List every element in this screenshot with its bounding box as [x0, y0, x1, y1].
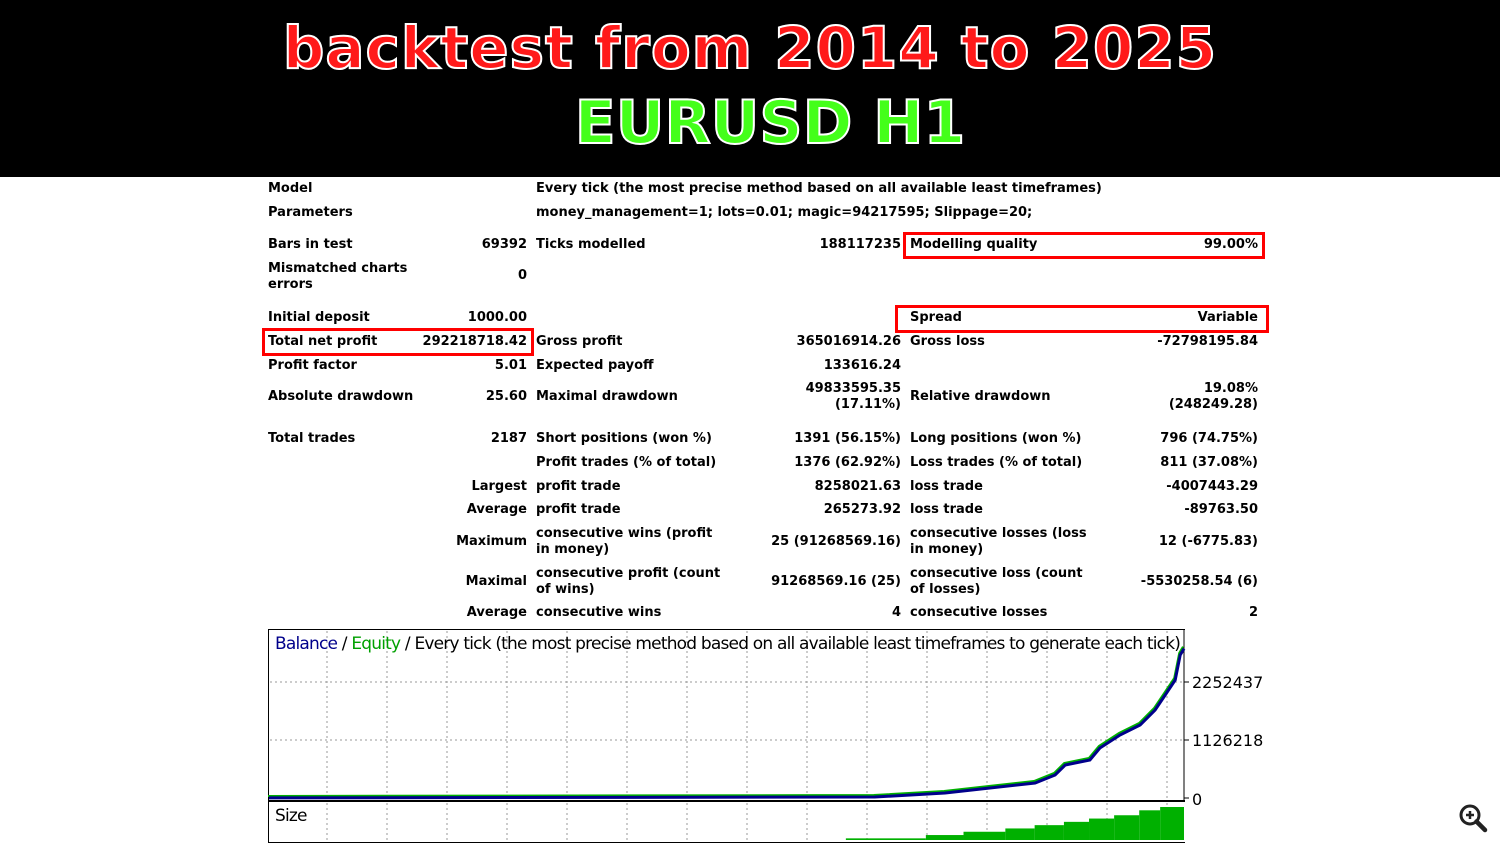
bars-value: 69392	[481, 237, 527, 252]
max-dd-value: 49833595.35	[805, 381, 901, 396]
max-dd-percent: (17.11%)	[834, 397, 901, 412]
loss-trades-value: 811 (37.08%)	[1160, 455, 1258, 470]
total-trades-value: 2187	[490, 431, 527, 446]
legend-balance: Balance	[275, 634, 338, 654]
abs-dd-label: Absolute drawdown	[268, 389, 414, 404]
mismatched-value: 0	[517, 268, 527, 283]
net-profit-label: Total net profit	[268, 334, 378, 349]
largest-label: Largest	[471, 479, 527, 494]
abs-dd-value: 25.60	[485, 389, 527, 404]
profit-trades-label: Profit trades (% of total)	[536, 455, 717, 470]
maximal-loss-value: -5530258.54 (6)	[1140, 574, 1258, 589]
avg-losses-value: 2	[1248, 605, 1258, 620]
profit-factor-label: Profit factor	[268, 358, 357, 373]
largest-loss-label: loss trade	[910, 479, 983, 494]
chart-legend: Balance / Equity / Every tick (the most …	[275, 634, 1185, 654]
expected-payoff-value: 133616.24	[823, 358, 901, 373]
parameters-label: Parameters	[268, 205, 353, 220]
max-dd-label: Maximal drawdown	[536, 389, 678, 404]
profit-factor-value: 5.01	[494, 358, 527, 373]
short-label: Short positions (won %)	[536, 431, 712, 446]
avg-loss-label: loss trade	[910, 502, 983, 517]
long-value: 796 (74.75%)	[1160, 431, 1258, 446]
y-tick-label: 1126218	[1192, 731, 1264, 750]
average2-label: Average	[466, 605, 527, 620]
long-label: Long positions (won %)	[910, 431, 1082, 446]
avg-wins-value: 4	[891, 605, 901, 620]
banner-subtitle: EURUSD H1	[574, 87, 967, 159]
quality-value: 99.00%	[1203, 237, 1258, 252]
maximal-loss-label: consecutive loss (count of losses)	[910, 566, 1083, 597]
profit-trades-value: 1376 (62.92%)	[794, 455, 901, 470]
max-wins-value: 25 (91268569.16)	[771, 534, 901, 549]
gross-profit-value: 365016914.26	[796, 334, 901, 349]
model-value: Every tick (the most precise method base…	[536, 181, 1102, 196]
net-profit-highlight	[262, 328, 534, 356]
rel-dd-label: Relative drawdown	[910, 389, 1051, 404]
avg-profit-value: 265273.92	[823, 502, 901, 517]
avg-profit-label: profit trade	[536, 502, 621, 517]
parameters-value: money_management=1; lots=0.01; magic=942…	[536, 205, 1033, 220]
largest-profit-label: profit trade	[536, 479, 621, 494]
avg-loss-value: -89763.50	[1184, 502, 1258, 517]
legend-sep: /	[337, 634, 352, 654]
gross-loss-label: Gross loss	[910, 334, 985, 349]
spread-highlight	[895, 305, 1269, 333]
y-tick-label: 0	[1192, 790, 1203, 809]
gross-profit-label: Gross profit	[536, 334, 623, 349]
maximum-label: Maximum	[456, 534, 527, 549]
bars-label: Bars in test	[268, 237, 353, 252]
legend-description: / Every tick (the most precise method ba…	[400, 634, 1185, 654]
title-banner: backtest from 2014 to 2025 EURUSD H1	[0, 0, 1500, 177]
gross-loss-value: -72798195.84	[1157, 334, 1258, 349]
spread-label: Spread	[910, 310, 962, 325]
size-chart	[268, 801, 1185, 843]
largest-loss-value: -4007443.29	[1166, 479, 1258, 494]
net-profit-value: 292218718.42	[422, 334, 527, 349]
quality-label: Modelling quality	[910, 237, 1038, 252]
mismatched-label: Mismatched charts errors	[268, 261, 408, 292]
avg-losses-label: consecutive losses	[910, 605, 1048, 620]
banner-title: backtest from 2014 to 2025	[282, 13, 1218, 83]
y-tick-label: 2252437	[1192, 673, 1264, 692]
short-value: 1391 (56.15%)	[794, 431, 901, 446]
average-label: Average	[466, 502, 527, 517]
max-losses-value: 12 (-6775.83)	[1158, 534, 1258, 549]
max-losses-label: consecutive losses (loss in money)	[910, 526, 1087, 557]
balance-chart	[268, 629, 1185, 801]
maximal-profit-label: consecutive profit (count of wins)	[536, 566, 721, 597]
maximal-label: Maximal	[465, 574, 527, 589]
legend-equity: Equity	[351, 634, 401, 654]
rel-dd-value: 19.08%	[1203, 381, 1258, 396]
deposit-value: 1000.00	[467, 310, 527, 325]
ticks-value: 188117235	[819, 237, 901, 252]
size-label: Size	[275, 806, 307, 826]
total-trades-label: Total trades	[268, 431, 356, 446]
quality-highlight	[903, 232, 1265, 259]
model-label: Model	[268, 181, 313, 196]
spread-value: Variable	[1197, 310, 1258, 325]
deposit-label: Initial deposit	[268, 310, 370, 325]
avg-wins-label: consecutive wins	[536, 605, 662, 620]
max-wins-label: consecutive wins (profit in money)	[536, 526, 713, 557]
largest-profit-value: 8258021.63	[814, 479, 901, 494]
loss-trades-label: Loss trades (% of total)	[910, 455, 1083, 470]
zoom-in-icon[interactable]	[1458, 803, 1488, 833]
ticks-label: Ticks modelled	[536, 237, 646, 252]
expected-payoff-label: Expected payoff	[536, 358, 654, 373]
rel-dd-money: (248249.28)	[1168, 397, 1258, 412]
maximal-profit-value: 91268569.16 (25)	[771, 574, 901, 589]
